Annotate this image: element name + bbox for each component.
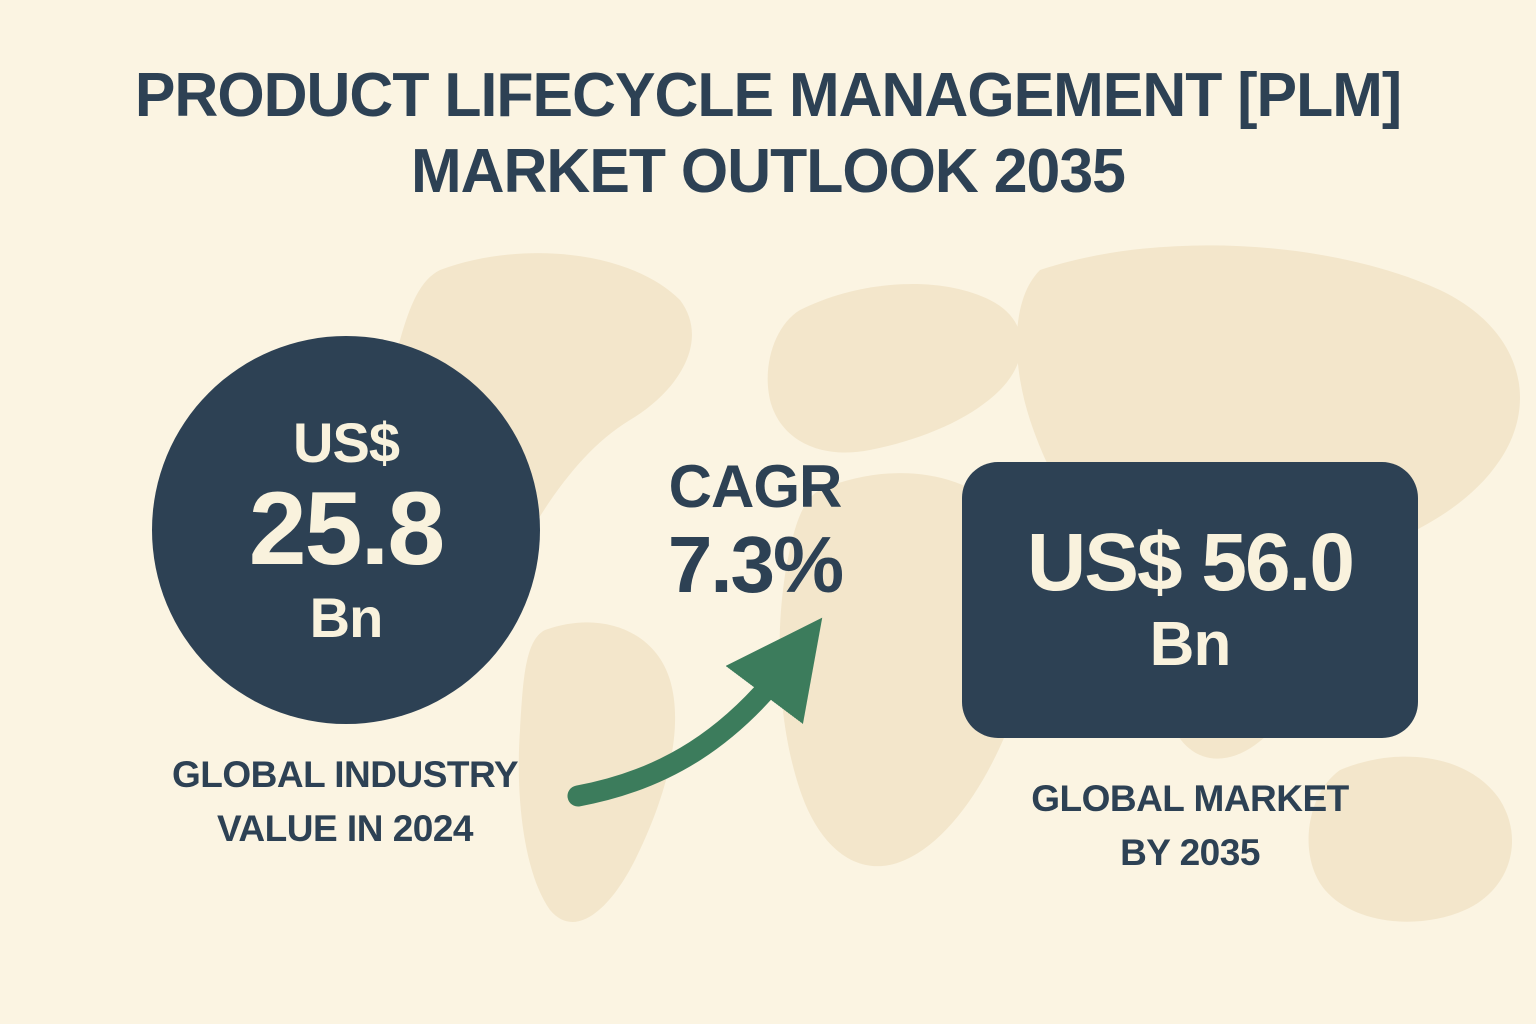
title-line-1: PRODUCT LIFECYCLE MANAGEMENT [PLM] <box>134 61 1402 130</box>
stat-2024-caption-line-2: VALUE IN 2024 <box>216 807 474 849</box>
title-line-2: MARKET OUTLOOK 2035 <box>411 136 1126 206</box>
cagr-label: CAGR <box>668 453 843 520</box>
page-title: PRODUCT LIFECYCLE MANAGEMENT [PLM] MARKE… <box>15 58 1520 209</box>
stat-2035-caption-line-1: GLOBAL MARKET <box>1031 778 1349 819</box>
growth-arrow-icon <box>567 617 823 807</box>
cagr-block: CAGR 7.3% <box>610 452 900 609</box>
stat-2035-unit: Bn <box>1149 609 1232 679</box>
stat-2035-value: US$ 56.0 <box>1027 516 1355 608</box>
cagr-value: 7.3% <box>667 520 844 609</box>
stat-2024-currency: US$ <box>293 411 400 475</box>
stat-2035-caption-line-2: BY 2035 <box>1120 831 1260 873</box>
stat-2024-value: 25.8 <box>248 471 445 588</box>
stat-2035-caption: GLOBAL MARKET BY 2035 <box>960 772 1420 879</box>
stat-2024-caption: GLOBAL INDUSTRY VALUE IN 2024 <box>95 748 595 855</box>
stat-circle-2024: US$ 25.8 Bn <box>152 336 540 724</box>
stat-2024-caption-line-1: GLOBAL INDUSTRY <box>171 754 519 795</box>
stat-box-2035: US$ 56.0 Bn <box>962 462 1418 738</box>
stat-2024-unit: Bn <box>309 585 384 649</box>
